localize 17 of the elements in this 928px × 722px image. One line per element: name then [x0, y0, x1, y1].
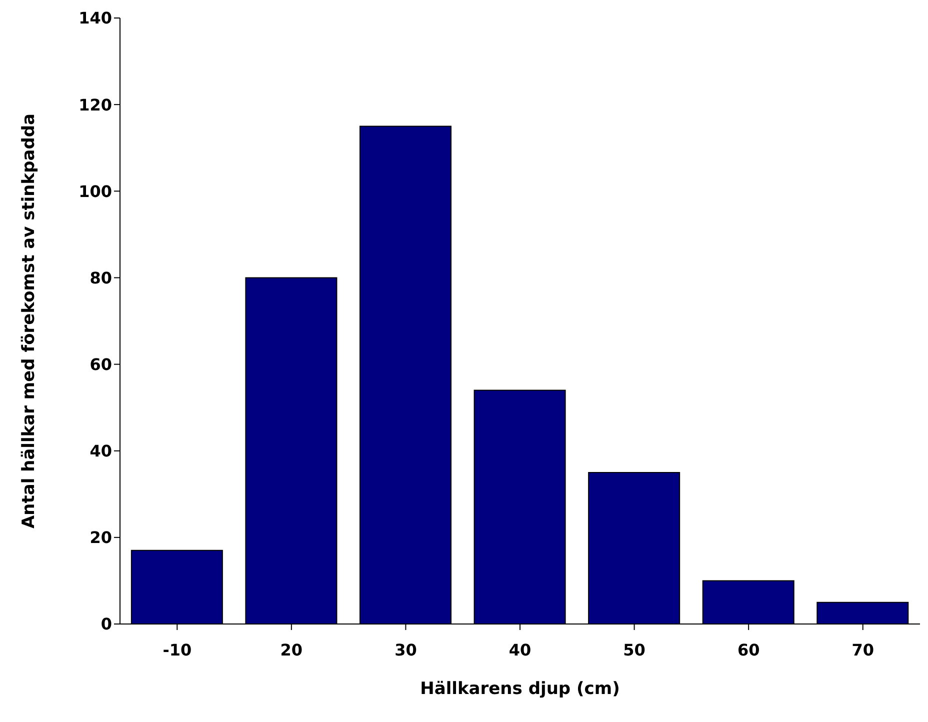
- y-tick-label: 0: [100, 614, 112, 634]
- y-tick-label: 140: [78, 8, 112, 28]
- y-tick-label: 40: [90, 442, 112, 461]
- x-axis-title: Hällkarens djup (cm): [420, 679, 620, 699]
- x-tick-label: 70: [852, 640, 874, 660]
- x-tick-label: 60: [737, 640, 760, 660]
- y-tick-label: 100: [78, 182, 112, 201]
- x-tick-label: 20: [280, 640, 303, 660]
- x-tick-label: -10: [162, 640, 192, 660]
- y-tick-label: 80: [90, 268, 112, 288]
- x-tick-label: 30: [394, 640, 417, 660]
- x-tick-label: 50: [623, 640, 646, 660]
- y-axis-title: Antal hällkar med förekomst av stinkpadda: [19, 113, 40, 529]
- y-tick-label: 60: [90, 354, 112, 374]
- y-tick-label: 20: [90, 528, 112, 548]
- y-tick-label: 120: [78, 95, 112, 114]
- x-tick-label: 40: [508, 640, 532, 660]
